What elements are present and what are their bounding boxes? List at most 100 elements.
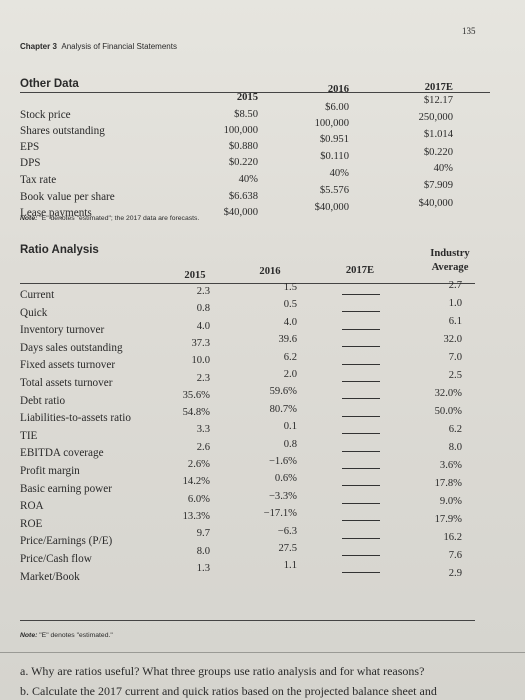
ratio-2017e-blank — [342, 537, 380, 539]
ratio-industry-value: 32.0 — [443, 334, 462, 345]
note-text: "E" denotes "estimated"; the 2017 data a… — [39, 215, 200, 222]
ratio-row-label: Inventory turnover — [20, 324, 105, 337]
ratio-2015-value: 6.0% — [187, 493, 210, 505]
ratio-industry-value: 32.0% — [434, 388, 462, 399]
ratio-analysis-title: Ratio Analysis — [20, 244, 99, 256]
ratio-2017e-blank — [342, 294, 380, 295]
other-data-row-label: Stock price — [20, 109, 71, 121]
ratio-bottom-rule — [20, 620, 475, 621]
ratio-row-label: Basic earning power — [20, 482, 112, 495]
ratio-row-label: TIE — [20, 429, 38, 442]
chapter-title: Analysis of Financial Statements — [61, 42, 177, 51]
ratio-row-label: Profit margin — [20, 465, 80, 477]
note-label: Note: — [20, 632, 38, 639]
other-data-row-label: DPS — [20, 157, 41, 169]
ratio-industry-value: 2.5 — [448, 370, 462, 381]
chapter-label: Chapter 3 — [20, 42, 57, 51]
other-data-cell: $12.17 — [423, 95, 453, 106]
note-text: "E" denotes "estimated." — [39, 632, 113, 639]
ratio-2016-value: 0.5 — [283, 299, 297, 311]
ratio-2015-value: 37.3 — [191, 337, 210, 349]
ratio-col-header: Average — [431, 262, 469, 273]
ratio-industry-value: 9.0% — [439, 496, 462, 507]
ratio-note: Note: "E" denotes "estimated." — [20, 632, 113, 639]
ratio-industry-value: 17.8% — [434, 478, 462, 489]
other-data-cell: 100,000 — [314, 118, 349, 129]
ratio-row-label: Price/Cash flow — [20, 553, 92, 565]
other-data-row-label: EPS — [20, 141, 40, 153]
ratio-2016-value: 0.8 — [283, 438, 297, 450]
other-data-cell: 40% — [238, 174, 258, 185]
ratio-row-label: Debt ratio — [20, 394, 66, 407]
ratio-header-rule — [20, 283, 475, 284]
other-data-cell: $6.638 — [228, 191, 258, 202]
ratio-2015-value: 54.8% — [182, 407, 210, 419]
ratio-2016-value: 27.5 — [278, 543, 297, 554]
ratio-row-label: Liabilities-to-assets ratio — [20, 412, 131, 425]
other-data-row-label: Lease payments — [20, 207, 92, 219]
ratio-industry-value: 17.9% — [434, 514, 462, 525]
ratio-2016-value: 0.1 — [283, 421, 297, 433]
other-data-cell: 40% — [433, 163, 453, 174]
other-data-cell: $1.014 — [423, 129, 453, 140]
ratio-row-label: EBITDA coverage — [20, 447, 104, 460]
other-data-cell: $8.50 — [234, 109, 258, 120]
ratio-row-label: Market/Book — [20, 570, 80, 583]
ratio-2017e-blank — [342, 572, 380, 574]
ratio-2016-value: −3.3% — [268, 490, 297, 502]
ratio-2017e-blank — [342, 328, 380, 330]
ratio-industry-value: 50.0% — [434, 406, 462, 417]
ratio-2015-value: 8.0 — [196, 545, 210, 557]
ratio-row-label: ROE — [20, 517, 43, 530]
ratio-2016-value: −1.6% — [268, 456, 297, 467]
other-data-title: Other Data — [20, 78, 79, 90]
ratio-2015-value: 2.6 — [196, 441, 210, 453]
page-divider — [0, 652, 525, 653]
ratio-2017e-blank — [342, 450, 380, 452]
other-data-row-label: Book value per share — [20, 191, 115, 203]
ratio-industry-value: 3.6% — [439, 460, 462, 471]
ratio-industry-value: 7.6 — [448, 550, 462, 561]
ratio-2016-value: −6.3 — [277, 525, 297, 537]
ratio-2015-value: 2.3 — [196, 286, 210, 297]
ratio-industry-value: 6.1 — [448, 316, 462, 327]
ratio-2015-value: 9.7 — [196, 528, 210, 540]
other-data-row-label: Shares outstanding — [20, 125, 105, 137]
ratio-row-label: Price/Earnings (P/E) — [20, 535, 113, 548]
other-data-cell: 40% — [329, 168, 349, 179]
ratio-row-label: Quick — [20, 306, 48, 319]
ratio-industry-value: 2.9 — [448, 568, 462, 579]
ratio-col-header: 2017E — [345, 265, 375, 276]
other-data-cell: $0.951 — [319, 134, 349, 145]
other-data-col-header: 2015 — [236, 92, 258, 103]
ratio-2017e-blank — [342, 415, 380, 417]
other-data-cell: $40,000 — [418, 198, 453, 209]
ratio-industry-value: 1.0 — [448, 298, 462, 309]
other-data-cell: $6.00 — [325, 102, 349, 113]
ratio-2017e-blank — [342, 398, 380, 400]
other-data-cell: $40,000 — [314, 202, 349, 213]
note-label: Note: — [20, 215, 38, 222]
other-data-cell: $0.220 — [423, 147, 453, 158]
other-data-col-header: 2016 — [327, 84, 349, 95]
ratio-2017e-blank — [342, 502, 380, 504]
ratio-2016-value: −17.1% — [263, 508, 297, 520]
ratio-2016-value: 59.6% — [269, 386, 297, 398]
ratio-2017e-blank — [342, 311, 380, 313]
other-data-col-header: 2017E — [424, 82, 453, 93]
ratio-row-label: Total assets turnover — [20, 377, 113, 389]
ratio-col-header: 2016 — [259, 266, 281, 277]
ratio-industry-value: 6.2 — [448, 424, 462, 435]
other-data-cell: 100,000 — [223, 125, 258, 136]
ratio-2015-value: 0.8 — [196, 303, 210, 315]
ratio-2016-value: 2.0 — [283, 369, 297, 380]
question-a: a. Why are ratios useful? What three gro… — [20, 664, 425, 678]
ratio-col-header: Industry — [430, 248, 470, 259]
ratio-row-label: ROA — [20, 500, 44, 513]
ratio-industry-value: 2.7 — [448, 280, 462, 291]
ratio-col-header: 2015 — [184, 270, 206, 281]
ratio-2015-value: 14.2% — [182, 476, 210, 488]
ratio-industry-value: 7.0 — [448, 352, 462, 363]
ratio-2015-value: 4.0 — [196, 320, 210, 332]
